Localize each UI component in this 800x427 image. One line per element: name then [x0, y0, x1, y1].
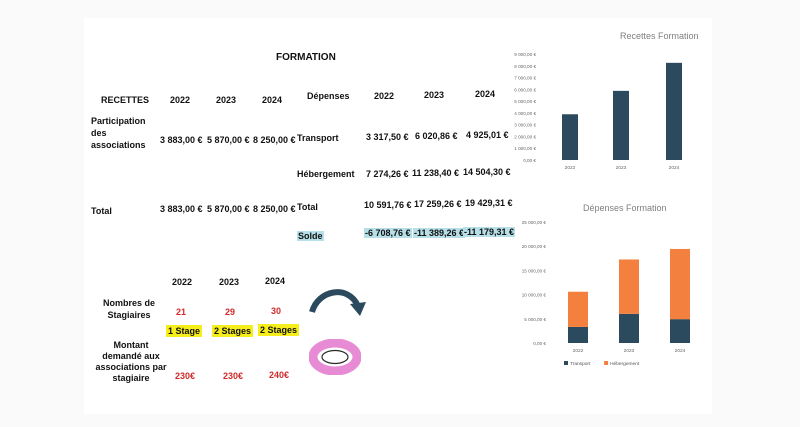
depenses-year-2023: 2023	[424, 90, 445, 100]
depenses-total-label: Total	[297, 202, 318, 212]
y-tick-label: 4 000,00 €	[514, 111, 536, 116]
y-tick-label: 15 000,00 €	[522, 268, 547, 273]
legend-label-transport: Transport	[570, 361, 591, 367]
recettes-year-2024: 2024	[262, 95, 283, 105]
stagiaires-year-2024: 2024	[265, 276, 286, 286]
recettes-year-2022: 2022	[170, 95, 191, 105]
x-tick-label: 2024	[669, 165, 680, 171]
stages-value-2023: 2 Stages	[212, 325, 254, 337]
montant-value-2024: 240€	[269, 370, 290, 380]
nombres-value-2023: 29	[225, 307, 236, 317]
x-tick-label: 2022	[573, 348, 584, 354]
recettes-total-label: Total	[91, 206, 112, 216]
participation-value-2024: 8 250,00 €	[253, 135, 296, 145]
recettes-chart-title: Recettes Formation	[620, 31, 699, 41]
recettes-year-2023: 2023	[216, 95, 237, 105]
bar-2023-transport	[619, 313, 639, 343]
stagiaires-year-2022: 2022	[172, 277, 193, 287]
montant-value-2022: 230€	[175, 371, 196, 381]
x-tick-label: 2024	[675, 348, 686, 354]
bar-2024-transport	[670, 319, 690, 343]
recettes-header: RECETTES	[101, 95, 150, 105]
depenses-header: Dépenses	[307, 91, 350, 101]
scanned-page	[84, 18, 712, 414]
solde-value-2023: -11 389,26 €	[413, 228, 466, 238]
y-tick-label: 9 000,00 €	[514, 52, 536, 57]
bar-2023-hébergement	[619, 259, 639, 314]
y-tick-label: 0,00 €	[533, 341, 546, 346]
legend-swatch-hébergement	[604, 361, 609, 365]
y-tick-label: 2 000,00 €	[514, 134, 536, 139]
participation-value-2022: 3 883,00 €	[160, 135, 203, 145]
depenses-chart-title: Dépenses Formation	[583, 203, 667, 213]
x-tick-label: 2022	[565, 165, 576, 171]
y-tick-label: 3 000,00 €	[514, 123, 536, 128]
curved-arrow-icon	[309, 289, 366, 316]
montant-value-2023: 230€	[223, 371, 244, 381]
stages-value-2022: 1 Stage	[166, 325, 203, 337]
recettes-chart: 0,00 € 1 000,00 € 2 000,00 € 3 000,00 € 4 00…	[514, 52, 682, 171]
legend-swatch-transport	[564, 361, 568, 365]
depenses-year-2024: 2024	[475, 89, 496, 99]
y-tick-label: 8 000,00 €	[514, 64, 536, 69]
nombres-stagiaires-label: Nombres de Stagiaires	[102, 298, 155, 320]
depenses-year-2022: 2022	[374, 91, 395, 101]
transport-value-2023: 6 020,86 €	[415, 131, 458, 141]
y-tick-label: 25 000,00 €	[522, 220, 547, 225]
recettes-total-2024: 8 250,00 €	[253, 204, 296, 214]
bar-2024	[666, 62, 682, 160]
bar-2024-hébergement	[670, 248, 690, 320]
transport-value-2022: 3 317,50 €	[366, 132, 409, 142]
y-tick-label: 7 000,00 €	[514, 76, 536, 81]
hebergement-value-2022: 7 274,26 €	[366, 169, 409, 179]
legend-label-hébergement: Hébergement	[610, 361, 640, 367]
y-tick-label: 20 000,00 €	[522, 244, 547, 249]
x-tick-label: 2023	[624, 348, 635, 354]
hebergement-value-2024: 14 504,30 €	[463, 167, 511, 177]
depenses-total-2022: 10 591,76 €	[364, 200, 412, 210]
hebergement-label: Hébergement	[297, 169, 355, 179]
montant-label: Montant demandé aux associations par sta…	[95, 340, 167, 383]
y-tick-label: 5 000,00 €	[524, 317, 546, 322]
y-tick-label: 6 000,00 €	[514, 87, 536, 92]
recettes-total-2022: 3 883,00 €	[160, 204, 203, 214]
transport-value-2024: 4 925,01 €	[466, 130, 509, 140]
solde-value-2024: -11 179,31 €	[463, 227, 516, 237]
solde-label: Solde	[297, 231, 324, 241]
y-tick-label: 10 000,00 €	[522, 293, 547, 298]
formation-title: FORMATION	[276, 52, 336, 63]
stagiaires-year-2023: 2023	[219, 277, 240, 287]
x-tick-label: 2023	[616, 165, 627, 171]
y-tick-label: 1 000,00 €	[514, 146, 536, 151]
recettes-total-2023: 5 870,00 €	[207, 204, 250, 214]
nombres-value-2024: 30	[271, 306, 282, 316]
transport-label: Transport	[297, 133, 339, 143]
y-tick-label: 0,00 €	[523, 158, 536, 163]
depenses-total-2024: 19 429,31 €	[465, 198, 513, 208]
stages-value-2024: 2 Stages	[258, 324, 300, 336]
bar-2023	[613, 90, 629, 160]
hebergement-value-2023: 11 238,40 €	[412, 168, 460, 178]
y-tick-label: 5 000,00 €	[514, 99, 536, 104]
depenses-chart: 0,00 € 5 000,00 € 10 000,00 € 15 000,00 € 20…	[522, 220, 690, 367]
bar-2022	[562, 114, 578, 160]
solde-value-2022: -6 708,76 €	[364, 228, 412, 238]
pink-ring-icon	[309, 339, 361, 375]
bar-2022-hébergement	[568, 291, 588, 327]
bar-2022-transport	[568, 326, 588, 343]
depenses-total-2023: 17 259,26 €	[414, 199, 462, 209]
participation-label: Participation des associations	[91, 116, 146, 150]
nombres-value-2022: 21	[176, 307, 187, 317]
participation-value-2023: 5 870,00 €	[207, 135, 250, 145]
